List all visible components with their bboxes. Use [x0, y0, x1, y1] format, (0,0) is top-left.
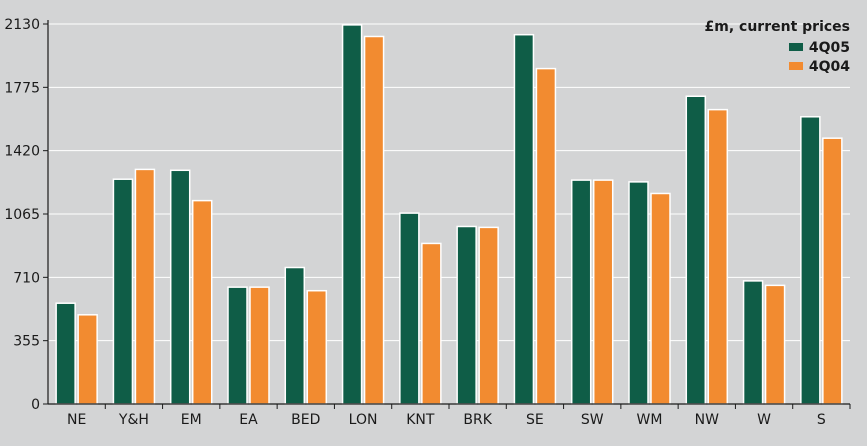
bar-wm-4q05	[628, 181, 649, 405]
y-tick-label-1775: 1775	[4, 80, 40, 96]
bar-knt-4q04	[421, 242, 442, 405]
x-tick-label-wm: WM	[637, 412, 663, 428]
x-tick-label-nw: NW	[695, 412, 719, 428]
x-tick-label-ea: EA	[239, 412, 258, 428]
axes: 0 355 710 1065 1420 1775 2130 NE Y&H EM EA BED LON KN…	[4, 17, 851, 428]
gridlines	[48, 23, 850, 342]
bar-ne-4q05	[55, 302, 76, 405]
bar-yh-4q05	[112, 178, 134, 405]
bar-se-4q05	[513, 33, 535, 405]
bar-brk-4q04	[478, 226, 499, 405]
bar-em-4q05	[169, 169, 191, 405]
bar-lon-4q05	[341, 24, 363, 405]
bar-s-4q05	[800, 116, 821, 405]
y-tick-label-355: 355	[13, 334, 40, 350]
unit-label: £m, current prices	[705, 19, 850, 35]
bar-brk-4q05	[456, 225, 477, 405]
x-tick-label-bed: BED	[291, 412, 320, 428]
y-tick-label-2130: 2130	[4, 17, 40, 33]
bar-nw-4q05	[685, 95, 707, 405]
bars	[55, 24, 843, 405]
x-tick-label-se: SE	[526, 412, 544, 428]
x-tick-label-s: S	[817, 412, 826, 428]
bar-w-4q05	[742, 280, 764, 405]
legend-swatch-4q05	[789, 43, 803, 51]
x-tick-label-lon: LON	[349, 412, 378, 428]
bar-knt-4q05	[399, 212, 420, 405]
x-tick-label-w: W	[757, 412, 771, 428]
legend: £m, current prices 4Q05 4Q04	[705, 19, 851, 75]
legend-label-4q04: 4Q04	[809, 59, 850, 75]
legend-label-4q05: 4Q05	[809, 40, 850, 56]
bar-wm-4q04	[650, 192, 671, 405]
legend-swatch-4q04	[789, 62, 803, 70]
bar-ne-4q04	[77, 314, 98, 405]
x-tick-label-brk: BRK	[463, 412, 492, 428]
x-tick-label-knt: KNT	[406, 412, 435, 428]
x-tick-label-yh: Y&H	[118, 412, 149, 428]
y-tick-label-1420: 1420	[4, 144, 40, 160]
x-tick-label-ne: NE	[67, 412, 86, 428]
bar-yh-4q04	[134, 168, 156, 405]
bar-sw-4q05	[570, 179, 592, 405]
bar-bed-4q04	[306, 289, 328, 405]
bar-ea-4q04	[249, 286, 270, 405]
y-tick-label-710: 710	[13, 270, 40, 286]
x-tick-label-em: EM	[181, 412, 202, 428]
bar-sw-4q04	[592, 179, 614, 405]
y-tick-label-1065: 1065	[4, 207, 40, 223]
bar-nw-4q04	[707, 108, 729, 405]
bar-ea-4q05	[227, 286, 248, 405]
bar-lon-4q04	[363, 35, 385, 405]
bar-em-4q04	[191, 199, 213, 405]
y-tick-label-0: 0	[31, 397, 40, 413]
bar-se-4q04	[535, 67, 557, 405]
x-tick-label-sw: SW	[581, 412, 604, 428]
bar-s-4q04	[822, 137, 843, 405]
bar-bed-4q05	[284, 266, 306, 405]
bar-w-4q04	[764, 284, 786, 405]
